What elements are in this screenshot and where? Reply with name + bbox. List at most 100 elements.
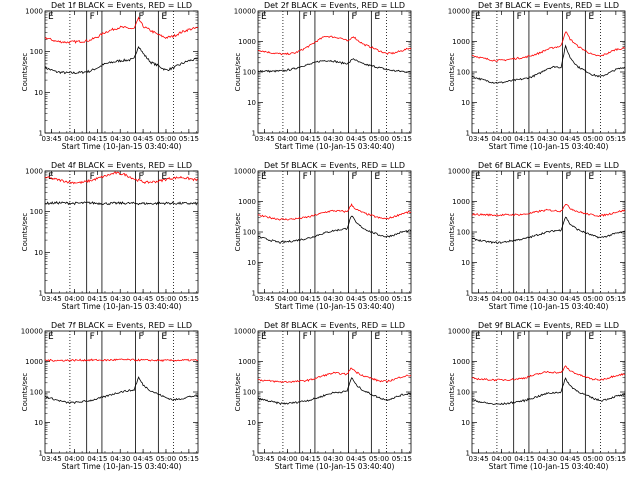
x-tick-label: 03:45 bbox=[255, 455, 275, 463]
x-axis-label: Start Time (10-Jan-15 03:40:40) bbox=[62, 462, 182, 471]
y-tick-label: 100 bbox=[243, 389, 256, 397]
y-tick-label: 1000 bbox=[452, 38, 470, 46]
chart-panel-5: Det 5f BLACK = Events, RED = LLD E F F E 1 10 1… bbox=[234, 161, 412, 311]
segment-label: E bbox=[588, 12, 594, 22]
x-tick-label: 04:45 bbox=[133, 455, 153, 463]
x-tick-label: 04:45 bbox=[346, 455, 366, 463]
y-tick-label: 1 bbox=[466, 130, 470, 138]
y-tick-label: 10 bbox=[34, 249, 43, 257]
x-tick-label: 05:00 bbox=[583, 135, 603, 143]
y-tick-label: 10000 bbox=[448, 328, 470, 336]
x-tick-label: 05:00 bbox=[369, 135, 389, 143]
segment-label: F bbox=[565, 332, 570, 342]
x-tick-label: 04:45 bbox=[346, 135, 366, 143]
y-axis-label: Counts/sec bbox=[234, 373, 242, 412]
x-tick-label: 04:30 bbox=[323, 295, 343, 303]
x-tick-label: 04:15 bbox=[87, 135, 107, 143]
x-axis-label: Start Time (10-Jan-15 03:40:40) bbox=[62, 142, 182, 151]
segment-label: F bbox=[351, 332, 356, 342]
y-tick-label: 10000 bbox=[234, 168, 256, 176]
segment-label: E bbox=[374, 332, 380, 342]
y-tick-label: 10000 bbox=[234, 8, 256, 16]
chart-panel-6: Det 6f BLACK = Events, RED = LLD E F F E 1 10 1… bbox=[448, 161, 626, 311]
y-tick-label: 100 bbox=[243, 229, 256, 237]
x-axis-label: Start Time (10-Jan-15 03:40:40) bbox=[489, 462, 609, 471]
segment-label: E bbox=[261, 12, 267, 22]
y-tick-label: 1 bbox=[466, 290, 470, 298]
segment-label: E bbox=[588, 172, 594, 182]
x-axis-label: Start Time (10-Jan-15 03:40:40) bbox=[62, 302, 182, 311]
y-tick-label: 10 bbox=[247, 99, 256, 107]
series-line-lld bbox=[44, 358, 199, 363]
y-tick-label: 1000 bbox=[238, 358, 256, 366]
x-tick-label: 04:15 bbox=[87, 295, 107, 303]
x-tick-label: 04:30 bbox=[110, 135, 130, 143]
chart-title: Det 1f BLACK = Events, RED = LLD bbox=[51, 1, 192, 10]
y-tick-label: 100 bbox=[30, 389, 43, 397]
segment-label: E bbox=[374, 172, 380, 182]
y-tick-label: 100 bbox=[30, 48, 43, 56]
segment-label: E bbox=[161, 12, 167, 22]
segment-label: F bbox=[565, 12, 570, 22]
y-tick-label: 1000 bbox=[25, 168, 43, 176]
chart-panel-2: Det 2f BLACK = Events, RED = LLD E F F E 1 10 1… bbox=[234, 1, 412, 151]
x-tick-label: 04:00 bbox=[277, 135, 297, 143]
plot-frame bbox=[471, 10, 626, 134]
chart-title: Det 7f BLACK = Events, RED = LLD bbox=[51, 321, 192, 330]
x-tick-label: 04:30 bbox=[537, 295, 557, 303]
x-tick-label: 04:45 bbox=[560, 295, 580, 303]
x-tick-label: 03:45 bbox=[469, 135, 489, 143]
y-tick-label: 1 bbox=[39, 290, 43, 298]
x-axis-label: Start Time (10-Jan-15 03:40:40) bbox=[489, 302, 609, 311]
x-tick-label: 05:00 bbox=[583, 295, 603, 303]
x-tick-label: 04:30 bbox=[110, 295, 130, 303]
x-tick-label: 05:15 bbox=[392, 295, 412, 303]
y-tick-label: 10 bbox=[461, 99, 470, 107]
y-tick-label: 100 bbox=[457, 69, 470, 77]
x-tick-label: 04:30 bbox=[110, 455, 130, 463]
y-tick-label: 100 bbox=[457, 389, 470, 397]
y-tick-label: 1 bbox=[252, 130, 256, 138]
x-tick-label: 03:45 bbox=[42, 135, 62, 143]
x-tick-label: 05:00 bbox=[156, 455, 176, 463]
series-line-events bbox=[44, 376, 199, 405]
x-tick-label: 03:45 bbox=[42, 295, 62, 303]
segment-label: E bbox=[161, 332, 167, 342]
x-tick-label: 03:45 bbox=[255, 135, 275, 143]
segment-label: F bbox=[517, 332, 522, 342]
x-tick-label: 05:15 bbox=[392, 135, 412, 143]
x-tick-label: 04:45 bbox=[346, 295, 366, 303]
chart-panel-9: Det 9f BLACK = Events, RED = LLD E F F E 1 10 1… bbox=[448, 321, 626, 471]
x-tick-label: 04:45 bbox=[133, 135, 153, 143]
segment-label: F bbox=[90, 172, 95, 182]
plot-frame bbox=[257, 10, 412, 134]
segment-label: F bbox=[565, 172, 570, 182]
x-tick-label: 04:15 bbox=[300, 135, 320, 143]
series-line-events bbox=[471, 216, 626, 244]
segment-label: F bbox=[138, 172, 143, 182]
segment-label: E bbox=[48, 12, 54, 22]
segment-label: F bbox=[303, 332, 308, 342]
series-line-events bbox=[257, 58, 412, 73]
x-tick-label: 04:15 bbox=[87, 455, 107, 463]
series-line-lld bbox=[471, 204, 626, 217]
y-tick-label: 1 bbox=[252, 290, 256, 298]
y-tick-label: 10000 bbox=[234, 328, 256, 336]
x-tick-label: 04:30 bbox=[537, 455, 557, 463]
x-tick-label: 04:15 bbox=[300, 295, 320, 303]
chart-panel-8: Det 8f BLACK = Events, RED = LLD E F F E 1 10 1… bbox=[234, 321, 412, 471]
x-tick-label: 03:45 bbox=[469, 295, 489, 303]
x-tick-label: 05:00 bbox=[156, 295, 176, 303]
chart-title: Det 8f BLACK = Events, RED = LLD bbox=[264, 321, 405, 330]
segment-label: F bbox=[90, 332, 95, 342]
chart-title: Det 5f BLACK = Events, RED = LLD bbox=[264, 161, 405, 170]
x-tick-label: 04:00 bbox=[491, 135, 511, 143]
series-line-lld bbox=[44, 16, 199, 44]
segment-label: F bbox=[351, 12, 356, 22]
y-tick-label: 10000 bbox=[448, 168, 470, 176]
x-tick-label: 04:45 bbox=[133, 295, 153, 303]
y-tick-label: 1 bbox=[39, 450, 43, 458]
series-line-events bbox=[44, 46, 199, 75]
plot-frame bbox=[257, 330, 412, 454]
